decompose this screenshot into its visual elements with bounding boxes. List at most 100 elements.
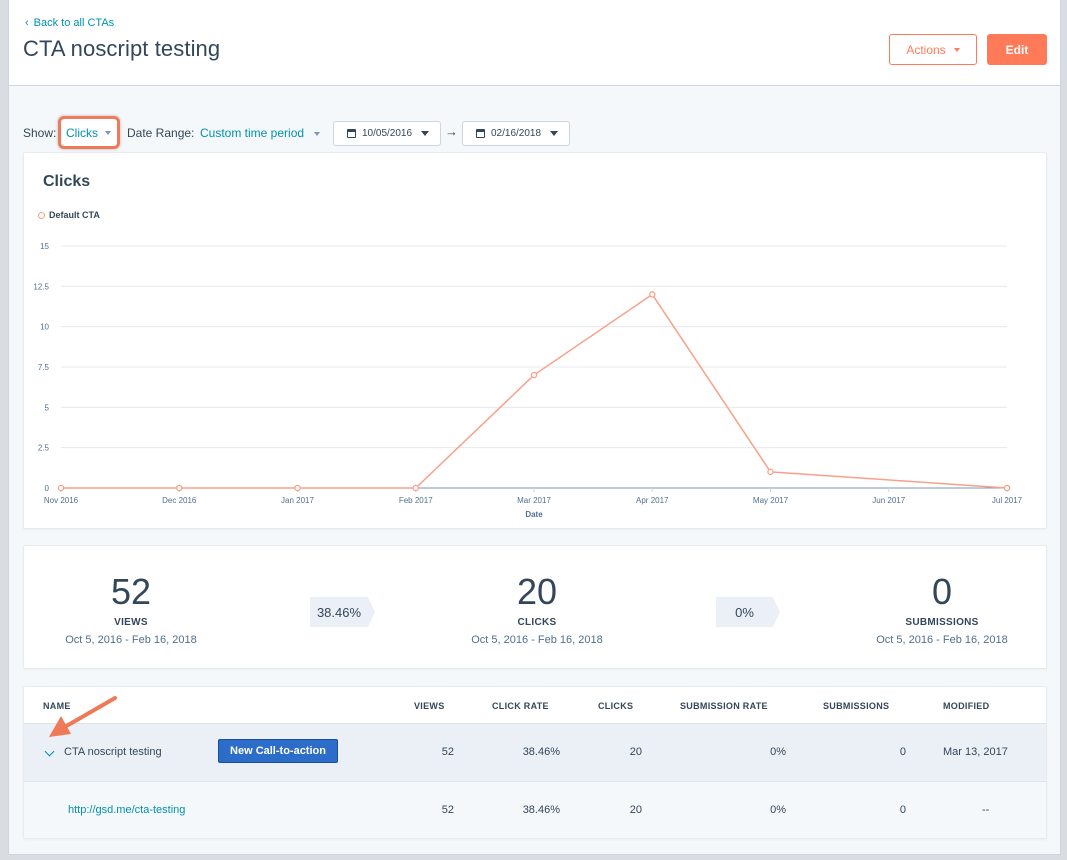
new-call-to-action-button[interactable]: New Call-to-action [218,739,338,763]
y-tick-label: 0 [45,484,50,493]
y-tick-label: 7.5 [38,363,50,372]
y-tick-label: 5 [45,403,50,412]
data-point[interactable] [767,468,774,476]
th-submission-rate[interactable]: SUBMISSION RATE [680,701,768,711]
show-dropdown[interactable]: Clicks [58,116,120,149]
row-views: 52 [441,746,454,758]
cta-table: NAME VIEWS CLICK RATE CLICKS SUBMISSION … [23,686,1047,839]
stat-clicks-value: 20 [516,571,558,612]
data-point[interactable] [175,484,183,492]
stats-card: 52 VIEWS Oct 5, 2016 - Feb 16, 2018 38.4… [23,545,1047,669]
row-modified: -- [982,804,990,816]
x-tick-label: Nov 2016 [44,496,79,505]
stat-clicks-label: CLICKS [517,617,557,628]
stat-views-range: Oct 5, 2016 - Feb 16, 2018 [65,634,197,646]
data-point[interactable] [412,484,419,492]
x-tick-label: Feb 2017 [399,496,433,505]
x-axis-label: Date [525,510,543,519]
stat-submissions-label: SUBMISSIONS [905,617,979,628]
row-submissions: 0 [899,746,906,758]
stat-views-label: VIEWS [114,617,148,628]
series-line [61,293,1008,489]
row-modified: Mar 13, 2017 [943,746,1008,758]
data-point[interactable] [294,484,301,492]
th-click-rate[interactable]: CLICK RATE [492,701,549,711]
table-row: http://gsd.me/cta-testing 52 38.46% 20 0… [24,781,1046,838]
th-clicks[interactable]: CLICKS [598,701,634,711]
x-tick-label: Apr 2017 [636,496,669,505]
row-views: 52 [441,804,454,816]
date-range-label: Date Range: [127,126,195,140]
stat-views: 52 VIEWS Oct 5, 2016 - Feb 16, 2018 [31,571,231,647]
x-tick-label: May 2017 [753,496,789,505]
y-tick-label: 10 [40,323,49,332]
th-submissions[interactable]: SUBMISSIONS [823,701,890,711]
row-clicks: 20 [629,804,642,816]
arrow-right-icon: → [445,124,458,139]
stat-clicks-range: Oct 5, 2016 - Feb 16, 2018 [471,634,603,646]
legend-marker [38,211,45,219]
caret-down-icon [105,130,111,135]
y-tick-label: 15 [40,242,49,251]
calendar-icon [476,129,485,138]
x-tick-label: Jul 2017 [992,496,1023,505]
data-point[interactable] [57,484,65,492]
th-modified[interactable]: MODIFIED [943,701,990,711]
chart-title: Clicks [43,173,91,190]
stat-submissions-value: 0 [931,571,953,612]
caret-down-icon [953,47,960,52]
line-chart: 0 2.5 5 7.5 10 12.5 15 Nov 2016 Dec 2016 Jan 2017… [33,242,1023,519]
stat-submissions: 0 SUBMISSIONS Oct 5, 2016 - Feb 16, 2018 [842,571,1042,647]
x-tick-label: Jun 2017 [872,496,905,505]
date-to-picker[interactable]: 02/16/2018 [462,121,570,146]
stat-submissions-range: Oct 5, 2016 - Feb 16, 2018 [876,634,1008,646]
stat-clicks: 20 CLICKS Oct 5, 2016 - Feb 16, 2018 [437,571,637,647]
y-tick-label: 12.5 [33,282,49,291]
x-tick-label: Dec 2016 [162,496,197,505]
table-row: CTA noscript testing New Call-to-action … [24,723,1046,781]
date-range-dropdown[interactable]: Custom time period [200,126,321,140]
row-submissions: 0 [899,804,906,816]
row-click-rate: 38.46% [522,746,560,758]
data-point[interactable] [649,291,656,298]
row-submission-rate: 0% [770,804,786,816]
chart-legend[interactable]: Default CTA [38,210,100,220]
show-label: Show: [23,126,57,140]
data-point[interactable] [530,371,538,379]
page-header: ‹ Back to all CTAs CTA noscript testing … [9,0,1060,86]
submission-rate-tag: 0% [716,597,780,627]
show-dropdown-value: Clicks [66,125,98,140]
legend-label: Default CTA [49,210,100,220]
caret-down-icon [314,131,321,136]
row-clicks: 20 [629,746,642,758]
x-tick-label: Mar 2017 [517,496,551,505]
caret-down-icon [421,131,430,136]
data-point[interactable] [1003,484,1011,492]
stat-views-value: 52 [110,571,152,612]
chevron-down-icon[interactable] [44,746,55,757]
y-tick-label: 2.5 [38,444,50,453]
date-to-value: 02/16/2018 [491,128,542,139]
x-tick-label: Jan 2017 [281,496,314,505]
date-from-value: 10/05/2016 [362,128,413,139]
page-title: CTA noscript testing [23,36,221,61]
row-name: CTA noscript testing [64,746,162,758]
actions-button-label: Actions [906,42,946,57]
cta-url-link[interactable]: http://gsd.me/cta-testing [68,804,186,816]
date-from-picker[interactable]: 10/05/2016 [333,121,441,146]
th-name[interactable]: NAME [43,701,71,711]
calendar-icon [347,129,356,138]
caret-down-icon [550,131,559,136]
chevron-left-icon: ‹ [25,17,29,29]
edit-button[interactable]: Edit [987,34,1047,65]
chart-card: Clicks Default CTA 0 2.5 5 7.5 10 12.5 15 Nov 2… [23,152,1047,529]
app-window: ‹ Back to all CTAs CTA noscript testing … [8,0,1061,855]
back-link[interactable]: ‹ Back to all CTAs [25,17,114,29]
th-views[interactable]: VIEWS [414,701,445,711]
row-click-rate: 38.46% [522,804,560,816]
actions-button[interactable]: Actions [889,34,977,65]
back-link-label: Back to all CTAs [33,17,115,29]
row-submission-rate: 0% [770,746,786,758]
click-rate-tag: 38.46% [310,597,375,627]
date-range-value: Custom time period [200,126,305,140]
